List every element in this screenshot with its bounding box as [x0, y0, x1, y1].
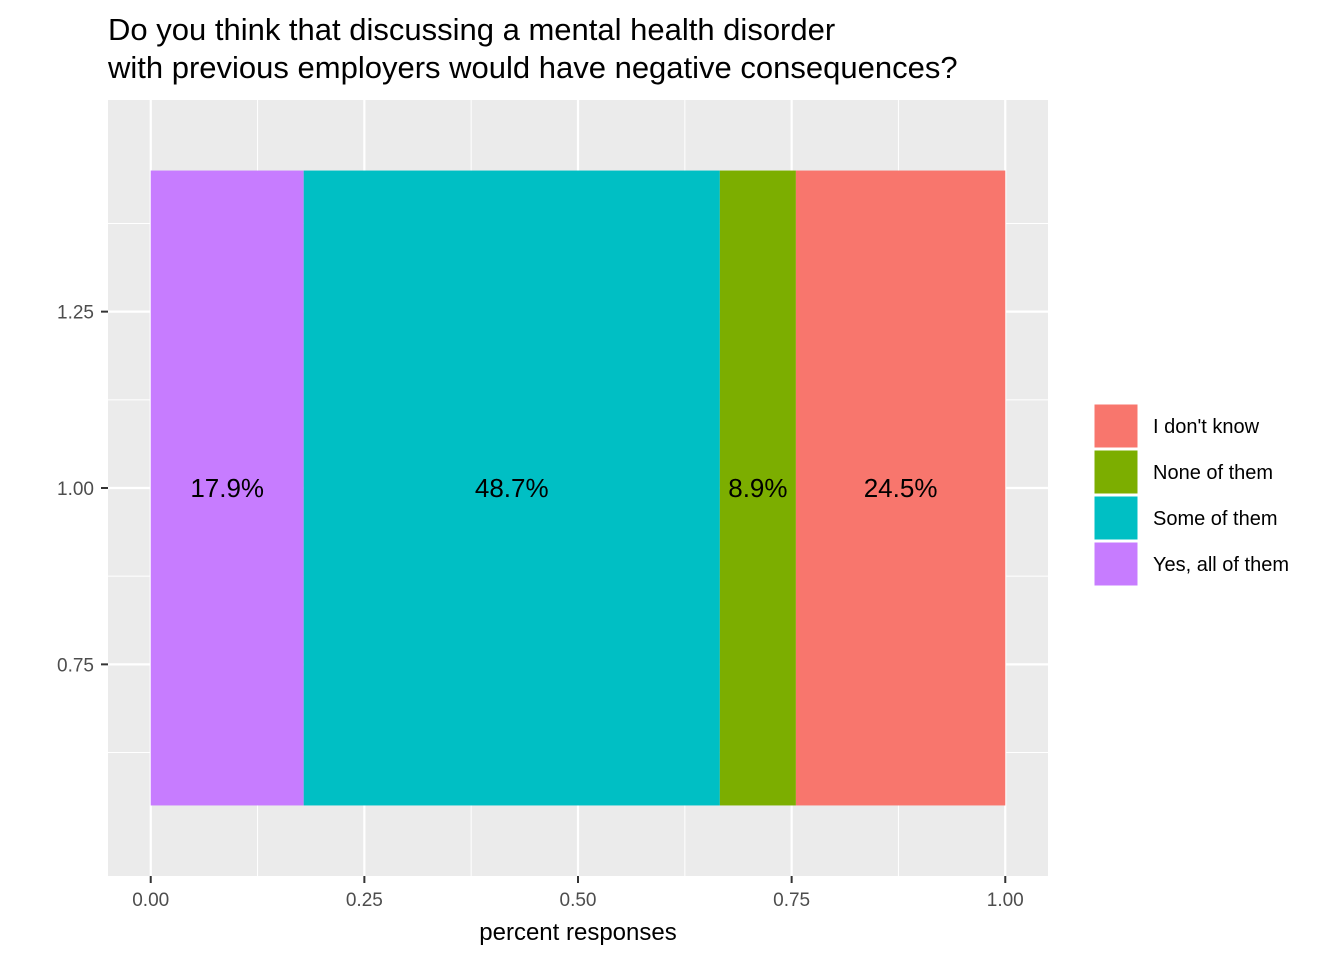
bar-label-yes-all-of-them: 17.9% — [190, 473, 264, 503]
y-tick-label: 1.00 — [57, 479, 94, 500]
bar-segment-some-of-them — [303, 170, 720, 806]
x-tick-label: 0.75 — [773, 890, 810, 911]
y-axis: 0.75 1.00 1.25 — [57, 303, 108, 676]
y-tick-label: 1.25 — [57, 303, 94, 324]
chart-title-line-2: with previous employers would have negat… — [107, 50, 958, 85]
x-tick-label: 0.50 — [560, 890, 597, 911]
legend-label: I don't know — [1153, 416, 1260, 438]
x-tick-label: 1.00 — [987, 890, 1024, 911]
bar-labels: 17.9% 48.7% 8.9% 24.5% — [190, 473, 937, 503]
x-axis: 0.00 0.25 0.50 0.75 1.00 — [132, 876, 1024, 911]
legend-key — [1093, 541, 1139, 587]
bar-segment-yes-all-of-them — [150, 170, 304, 806]
bar-segment-none-of-them — [719, 170, 796, 806]
legend: I don't know None of them Some of them Yes,… — [1093, 403, 1289, 587]
x-tick-label: 0.25 — [346, 890, 383, 911]
y-tick-label: 0.75 — [57, 655, 94, 676]
legend-key — [1093, 403, 1139, 449]
chart-title-line-1: Do you think that discussing a mental he… — [108, 12, 835, 47]
bar-segment-i-don-t-know — [795, 170, 1006, 806]
legend-label: Some of them — [1153, 508, 1278, 530]
bar-label-some-of-them: 48.7% — [475, 473, 549, 503]
legend-key — [1093, 449, 1139, 495]
legend-label: Yes, all of them — [1153, 554, 1289, 576]
x-tick-label: 0.00 — [132, 890, 169, 911]
chart-title: Do you think that discussing a mental he… — [107, 12, 958, 85]
bar-segments — [150, 170, 1006, 806]
bar-label-i-don-t-know: 24.5% — [864, 473, 938, 503]
x-axis-title: percent responses — [479, 919, 676, 946]
bar-label-none-of-them: 8.9% — [728, 473, 787, 503]
legend-key — [1093, 495, 1139, 541]
legend-label: None of them — [1153, 462, 1273, 484]
